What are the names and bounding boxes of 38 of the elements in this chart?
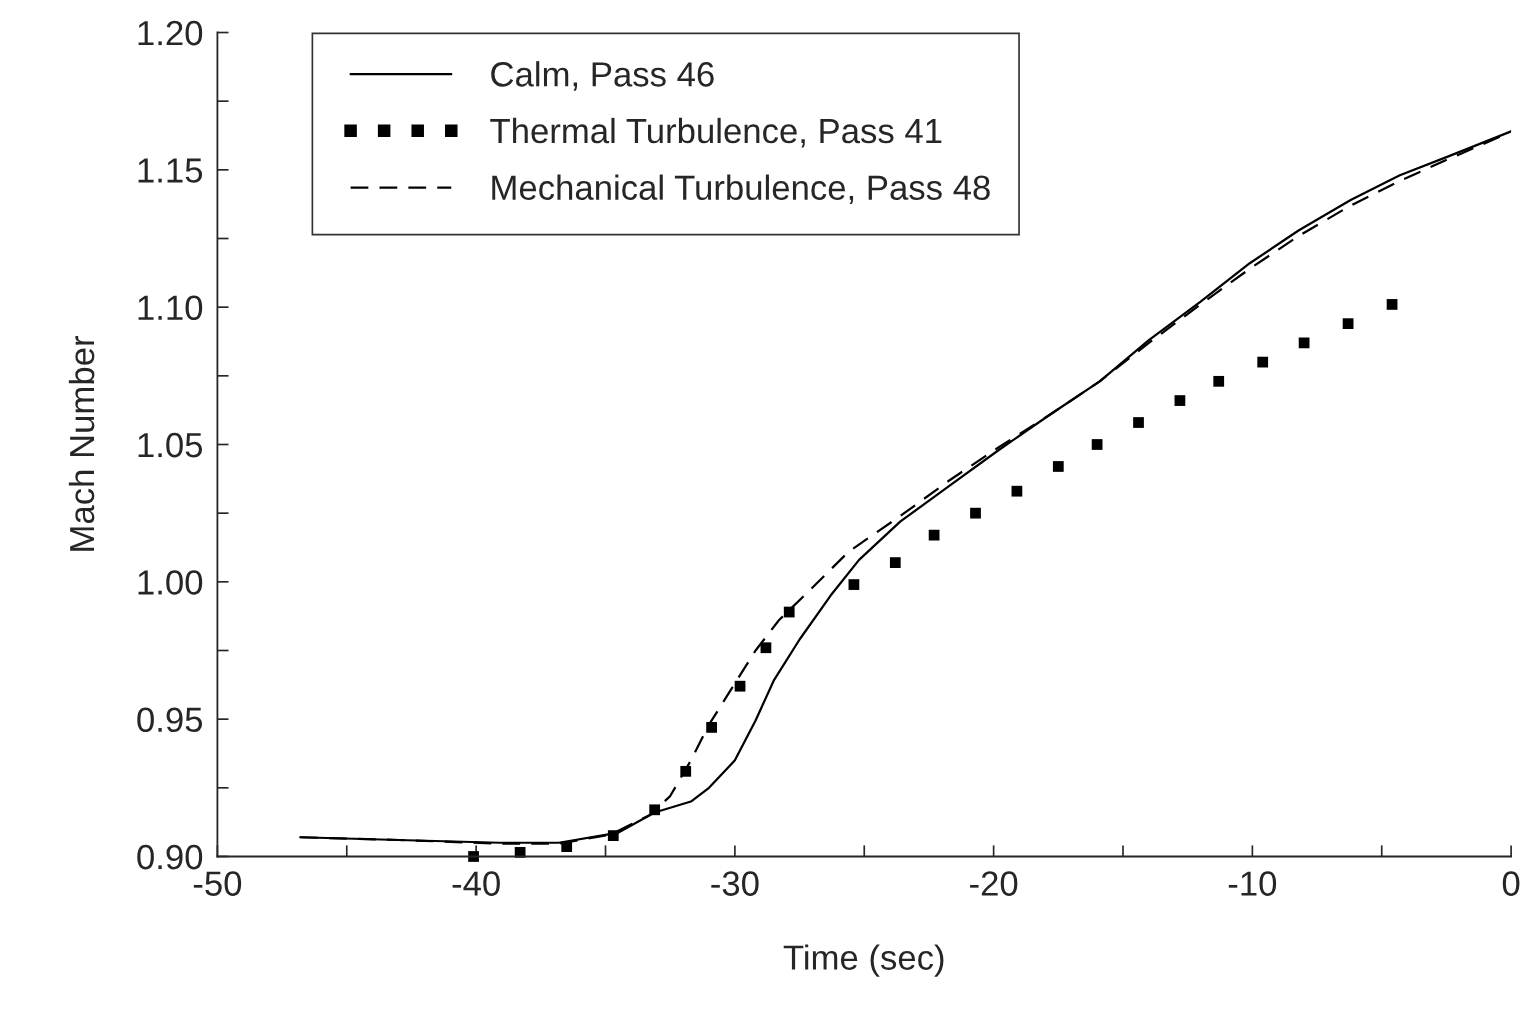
point <box>760 642 772 654</box>
point <box>1174 395 1186 406</box>
point <box>1091 439 1103 450</box>
point <box>889 557 901 568</box>
legend-label: Thermal Turbulence, Pass 41 <box>490 117 942 148</box>
point <box>848 579 860 590</box>
point <box>1213 375 1225 387</box>
x-tick-label: -30 <box>711 871 759 896</box>
y-tick-label: 0.90 <box>137 844 203 870</box>
y-tick-label: 1.00 <box>138 570 203 595</box>
y-tick-label: 1.05 <box>138 432 203 458</box>
point <box>928 529 940 541</box>
point <box>706 722 717 733</box>
point <box>1386 299 1398 310</box>
legend-label: Mechanical Turbulence, Pass 48 <box>492 174 990 205</box>
point <box>970 507 981 519</box>
y-tick-label: 1.15 <box>138 158 203 183</box>
x-tick-label: -10 <box>1228 871 1277 896</box>
y-tick-label: 0.95 <box>137 707 203 733</box>
y-tick-label: 1.10 <box>138 295 203 321</box>
x-tick-label: -50 <box>193 871 242 896</box>
point <box>1257 356 1269 368</box>
x-axis-title: Time (sec) <box>783 944 944 977</box>
point <box>734 680 746 692</box>
point <box>468 851 479 862</box>
point <box>514 846 526 858</box>
y-axis-title: Mach Number <box>68 336 95 551</box>
point <box>1011 485 1023 497</box>
point <box>1298 337 1310 349</box>
point <box>1133 417 1144 428</box>
x-tick-label: -20 <box>970 871 1018 896</box>
x-tick-label: -40 <box>452 871 500 896</box>
y-tick-label: 1.20 <box>138 20 203 46</box>
legend-label: Calm, Pass 46 <box>491 61 714 91</box>
x-tick-label: 0 <box>1502 871 1520 896</box>
point <box>1052 461 1064 472</box>
point <box>1342 318 1354 330</box>
point <box>783 606 795 618</box>
